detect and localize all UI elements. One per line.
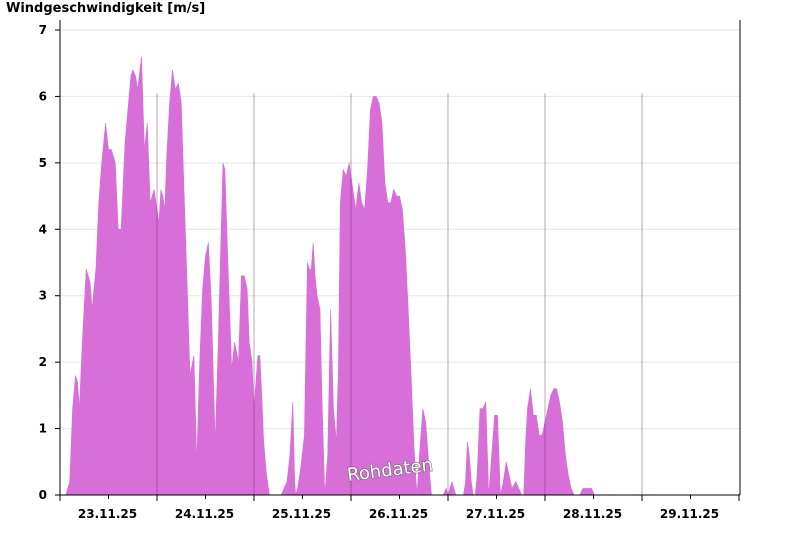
axes — [55, 20, 741, 501]
y-tick-label: 6 — [39, 89, 47, 103]
x-tick-label: 23.11.25 — [78, 507, 137, 521]
series-area-layer — [60, 56, 739, 497]
y-tick-label: 3 — [39, 289, 47, 303]
series-area — [60, 56, 739, 497]
x-tick-label: 27.11.25 — [466, 507, 525, 521]
y-tick-label: 7 — [39, 23, 47, 37]
y-tick-label: 1 — [39, 422, 47, 436]
y-axis-title: Windgeschwindigkeit [m/s] — [6, 1, 206, 16]
tick-labels: 0 1 2 3 4 5 6 7 23.11.25 24.11.25 25.11.25 26.11.25… — [39, 23, 719, 521]
y-tick-label: 2 — [39, 355, 47, 369]
y-tick-label: 0 — [39, 488, 47, 502]
x-tick-label: 29.11.25 — [660, 507, 719, 521]
x-tick-label: 28.11.25 — [563, 507, 622, 521]
y-tick-label: 4 — [39, 222, 47, 236]
day-separator-lines — [156, 93, 643, 495]
x-tick-label: 26.11.25 — [369, 507, 428, 521]
x-tick-label: 25.11.25 — [272, 507, 331, 521]
y-tick-label: 5 — [39, 156, 47, 170]
x-tick-label: 24.11.25 — [175, 507, 234, 521]
